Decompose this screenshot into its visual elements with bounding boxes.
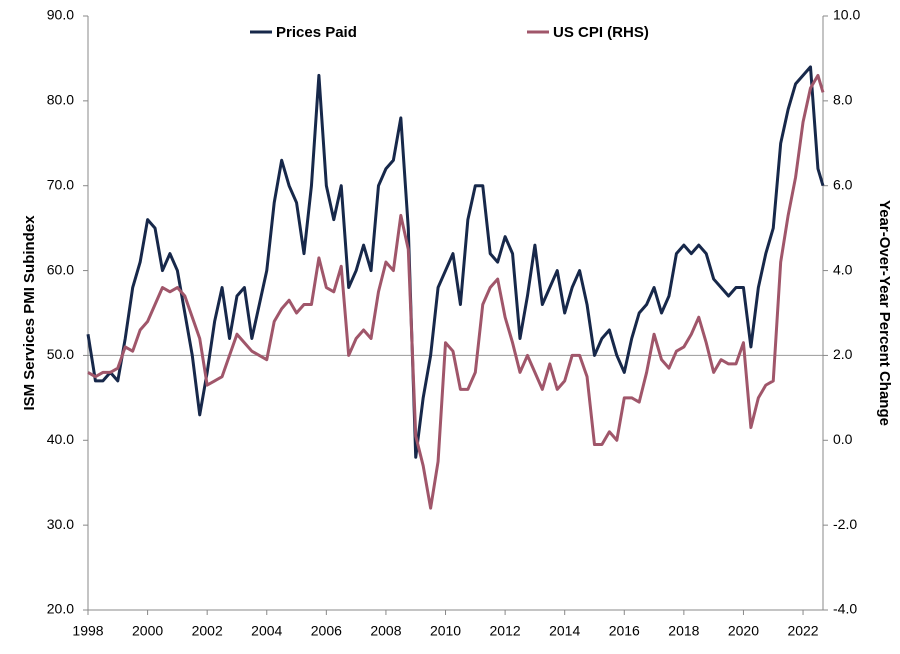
x-tick-label: 1998 <box>72 623 103 639</box>
y-tick-label: 90.0 <box>47 7 74 23</box>
y-axis-label: ISM Services PMI Subindex <box>21 215 38 411</box>
y-tick-label: 20.0 <box>47 601 74 617</box>
x-tick-label: 2010 <box>430 623 461 639</box>
x-tick-label: 2020 <box>728 623 759 639</box>
y-tick-label: 70.0 <box>47 176 74 192</box>
y2-tick-label: -4.0 <box>833 601 857 617</box>
series-line <box>87 73 825 510</box>
x-tick-label: 2016 <box>609 623 640 639</box>
y2-tick-label: 2.0 <box>833 346 853 362</box>
series-line <box>86 65 825 459</box>
y-tick-label: 40.0 <box>47 431 74 447</box>
y-tick-label: 50.0 <box>47 346 74 362</box>
y2-tick-label: 6.0 <box>833 176 853 192</box>
legend-label: US CPI (RHS) <box>553 24 649 41</box>
x-tick-label: 2006 <box>311 623 342 639</box>
x-tick-label: 2002 <box>192 623 223 639</box>
y2-tick-label: 10.0 <box>833 7 860 23</box>
y-tick-label: 80.0 <box>47 92 74 108</box>
x-tick-label: 2022 <box>787 623 818 639</box>
y2-tick-label: -2.0 <box>833 516 857 532</box>
x-tick-label: 2018 <box>668 623 699 639</box>
x-tick-label: 2004 <box>251 623 282 639</box>
y-tick-label: 60.0 <box>47 261 74 277</box>
x-tick-label: 2012 <box>490 623 521 639</box>
y2-tick-label: 0.0 <box>833 431 853 447</box>
y2-axis-label: Year-Over-Year Percent Change <box>876 200 893 426</box>
y2-tick-label: 8.0 <box>833 92 853 108</box>
x-tick-label: 2000 <box>132 623 163 639</box>
legend-label: Prices Paid <box>276 24 357 41</box>
x-tick-label: 2014 <box>549 623 580 639</box>
x-tick-label: 2008 <box>370 623 401 639</box>
y-tick-label: 30.0 <box>47 516 74 532</box>
y2-tick-label: 4.0 <box>833 261 853 277</box>
